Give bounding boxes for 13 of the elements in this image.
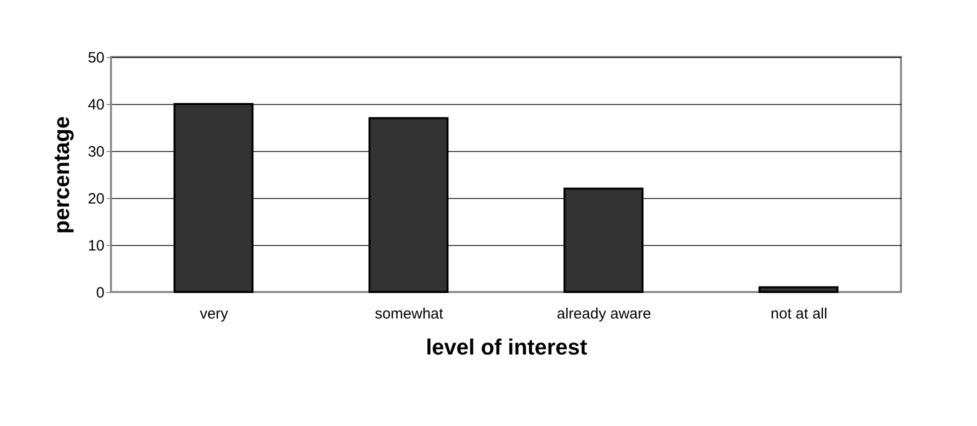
x-tick-label: already aware (556, 306, 652, 322)
x-axis-title: level of interest (426, 334, 588, 360)
y-tick-label: 10 (88, 238, 104, 254)
x-tick-label: not at all (770, 306, 828, 322)
bar (758, 286, 838, 293)
y-tick-label: 0 (96, 284, 104, 302)
x-tick-label: very (200, 306, 229, 322)
y-tick-label: 20 (88, 190, 104, 208)
y-tick-label: 30 (88, 144, 104, 160)
y-tick-label: 50 (88, 50, 104, 66)
x-tick-label: somewhat (374, 306, 444, 322)
y-axis-title: percentage (48, 116, 74, 234)
y-tick-label: 40 (88, 96, 104, 114)
